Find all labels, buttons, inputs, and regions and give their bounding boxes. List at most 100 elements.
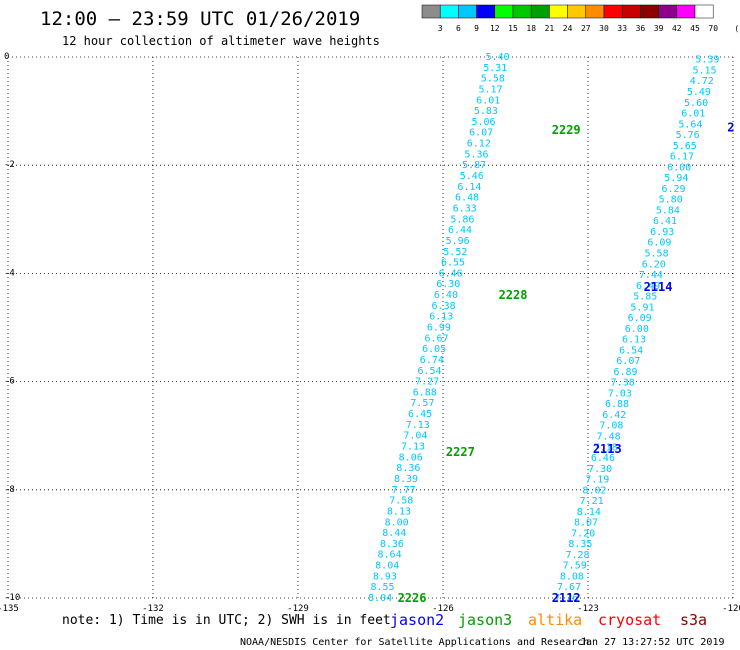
color-scale-swatch xyxy=(676,4,696,19)
wave-height-value: 6.44 xyxy=(448,225,472,236)
wave-height-value: 6.29 xyxy=(661,184,685,195)
pass-number-label: 2113 xyxy=(593,442,622,456)
color-scale-label: 42 xyxy=(672,24,682,33)
wave-height-value: 8.93 xyxy=(373,571,397,582)
color-scale-label: 15 xyxy=(508,24,518,33)
wave-height-value: 8.36 xyxy=(380,539,404,550)
wave-height-value: 7.21 xyxy=(580,496,604,507)
wave-height-value: 8.04 xyxy=(368,593,392,604)
satellite-legend-jason2: jason2 xyxy=(390,611,444,629)
color-scale-label: 30 xyxy=(599,24,609,33)
wave-height-value: 6.13 xyxy=(622,335,646,346)
wave-height-value: 7.20 xyxy=(571,528,595,539)
wave-height-value: 7.30 xyxy=(588,464,612,475)
wave-height-value: 7.67 xyxy=(557,582,581,593)
y-tick-label: -4 xyxy=(4,268,15,278)
wave-height-value: 6.20 xyxy=(642,259,666,270)
wave-height-value: 6.93 xyxy=(650,227,674,238)
pass-number-label: 2229 xyxy=(552,123,581,137)
wave-height-value: 8.36 xyxy=(396,463,420,474)
x-tick-label: -132 xyxy=(142,604,164,614)
footer-credit: NOAA/NESDIS Center for Satellite Applica… xyxy=(240,637,589,648)
wave-height-value: 6.38 xyxy=(432,301,456,312)
wave-height-value: 6.05 xyxy=(422,344,446,355)
wave-height-value: 6.00 xyxy=(667,162,691,173)
color-scale-swatch xyxy=(567,4,587,19)
wave-height-value: 7.18 xyxy=(594,442,618,453)
color-scale-swatch xyxy=(585,4,605,19)
color-scale-label: 9 xyxy=(474,24,479,33)
wave-height-value: 6.67 xyxy=(424,333,448,344)
wave-height-value: 5.84 xyxy=(656,205,680,216)
pass-number-label: 2227 xyxy=(446,445,475,459)
wave-height-value: 5.83 xyxy=(474,106,498,117)
wave-height-value: 5.58 xyxy=(645,248,669,259)
wave-height-value: 7.13 xyxy=(401,442,425,453)
wave-height-value: 5.39 xyxy=(695,55,719,66)
color-scale-swatch xyxy=(621,4,641,19)
pass-number-label: 2228 xyxy=(499,288,528,302)
wave-height-value: 4.72 xyxy=(690,76,714,87)
wave-height-value: 8.08 xyxy=(560,571,584,582)
wave-height-value: 5.17 xyxy=(479,84,503,95)
satellite-legend-altika: altika xyxy=(528,611,582,629)
wave-height-value: 7.59 xyxy=(563,561,587,572)
color-scale-swatch xyxy=(549,4,568,19)
wave-height-value: 6.99 xyxy=(427,323,451,334)
color-scale-label: 27 xyxy=(581,24,591,33)
x-tick-label: -135 xyxy=(0,604,19,614)
color-scale-label: 70 xyxy=(708,24,718,33)
wave-height-value: 6.45 xyxy=(408,409,432,420)
wave-height-value: 6.07 xyxy=(469,128,493,139)
wave-height-value: 7.57 xyxy=(410,398,434,409)
wave-height-value: 5.15 xyxy=(693,65,717,76)
wave-height-value: 7.38 xyxy=(611,378,635,389)
wave-height-value: 6.12 xyxy=(467,139,491,150)
x-tick-label: -129 xyxy=(287,604,309,614)
color-scale-swatch xyxy=(458,4,477,19)
wave-height-value: 6.33 xyxy=(453,203,477,214)
wave-height-value: 6.13 xyxy=(429,312,453,323)
track-jason2: 5.395.154.725.495.606.015.645.765.656.17… xyxy=(552,55,735,605)
wave-height-value: 5.85 xyxy=(633,292,657,303)
wave-height-value: 5.58 xyxy=(481,74,505,85)
wave-height-value: 7.77 xyxy=(392,485,416,496)
wave-height-value: 6.01 xyxy=(476,95,500,106)
color-scale-label: 33 xyxy=(617,24,627,33)
wave-height-value: 5.06 xyxy=(471,117,495,128)
wave-height-value: 8.02 xyxy=(582,485,606,496)
wave-height-value: 8.39 xyxy=(394,474,418,485)
wave-height-value: 6.01 xyxy=(681,109,705,120)
color-scale-swatch xyxy=(439,4,459,19)
wave-height-value: 5.91 xyxy=(630,302,654,313)
wave-height-value: 6.48 xyxy=(455,193,479,204)
wave-height-value: 6.49 xyxy=(636,281,660,292)
wave-height-value: 6.14 xyxy=(457,182,481,193)
wave-height-value: 5.76 xyxy=(676,130,700,141)
wave-height-value: 7.13 xyxy=(406,420,430,431)
satellite-legend-s3a: s3a xyxy=(680,611,707,629)
color-scale-label: 6 xyxy=(456,24,461,33)
wave-height-value: 8.07 xyxy=(574,518,598,529)
pass-number-label: 2114 xyxy=(644,280,673,294)
color-scale-label: 45 xyxy=(690,24,700,33)
wave-height-value: 8.04 xyxy=(375,561,399,572)
pass-number-label: 2112 xyxy=(552,591,581,605)
wave-height-value: 5.87 xyxy=(462,160,486,171)
wave-height-value: 7.27 xyxy=(415,377,439,388)
wave-height-value: 6.30 xyxy=(436,279,460,290)
wave-height-value: 6.88 xyxy=(413,387,437,398)
color-scale-swatch xyxy=(494,4,514,19)
wave-height-value: 6.17 xyxy=(670,152,694,163)
wave-height-value: 7.19 xyxy=(585,475,609,486)
wave-height-value: 8.64 xyxy=(378,550,402,561)
wave-height-value: 7.08 xyxy=(599,421,623,432)
color-scale-label: 36 xyxy=(636,24,646,33)
x-tick-label: -120 xyxy=(722,604,740,614)
color-scale-swatch xyxy=(421,4,441,19)
wave-height-value: 8.06 xyxy=(399,452,423,463)
x-tick-label: -123 xyxy=(577,604,599,614)
wave-height-value: 5.49 xyxy=(687,87,711,98)
color-scale-label: 3 xyxy=(438,24,443,33)
